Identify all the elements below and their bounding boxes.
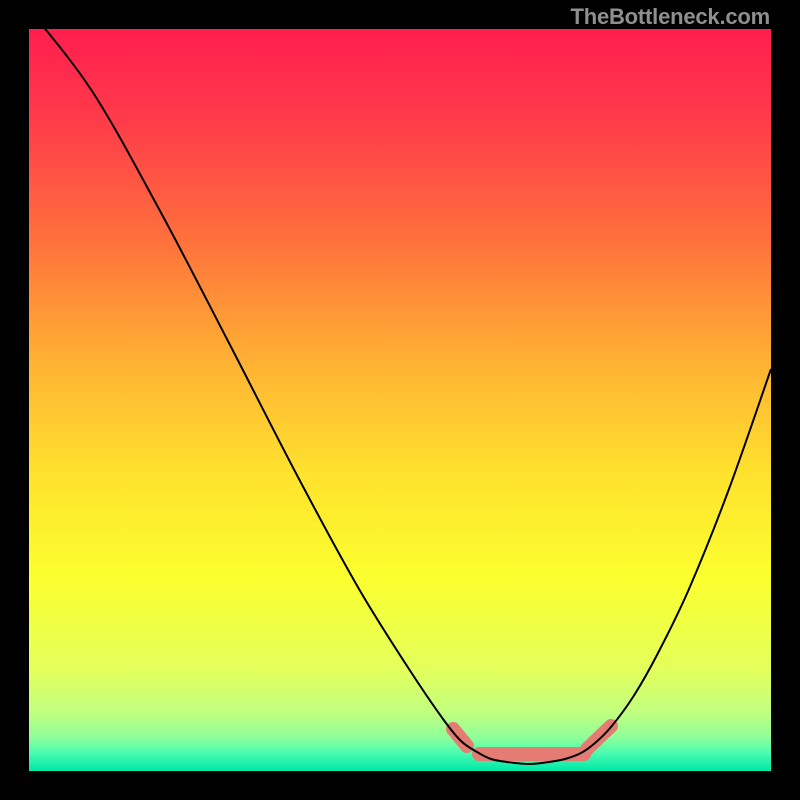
bottleneck-curve [29,9,771,764]
watermark-text: TheBottleneck.com [570,4,770,30]
chart-svg [29,29,771,771]
plot-area [29,29,771,771]
chart-frame: TheBottleneck.com [0,0,800,800]
